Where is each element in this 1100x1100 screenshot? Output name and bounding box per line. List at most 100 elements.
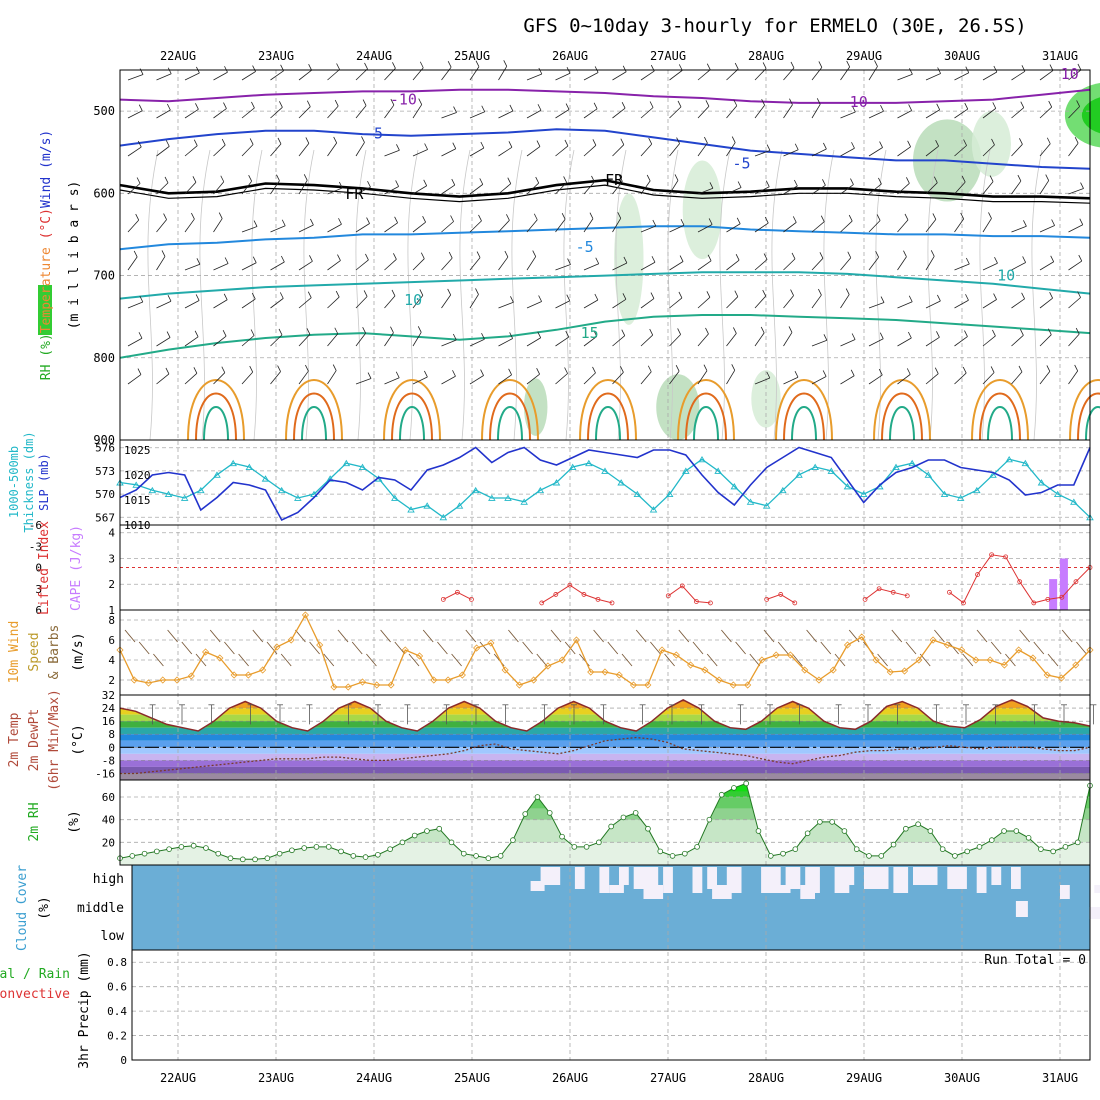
wind-barb-flag: [424, 370, 428, 378]
wind10-point: [629, 681, 638, 689]
wind-barb: [726, 333, 737, 347]
rh-point: [350, 853, 357, 859]
wind-barb: [640, 334, 653, 347]
wind10-barb: [252, 629, 264, 643]
wind-barb-flag: [390, 98, 395, 106]
wind-barb-flag: [423, 179, 428, 186]
wind-barb: [754, 150, 771, 157]
rh-point: [215, 850, 222, 857]
wind-barb-flag: [1078, 254, 1083, 262]
wind-barb-flag: [475, 60, 480, 67]
wind-barb-flag: [1076, 100, 1080, 107]
wind-barb-flag: [589, 212, 594, 219]
wind-barb: [298, 334, 311, 347]
wind10-point: [572, 636, 581, 644]
temp-band-10: [120, 760, 1090, 767]
date-top-2: 24AUG: [356, 49, 392, 63]
wind10-barb: [337, 629, 349, 643]
cape-label: CAPE (J/kg): [69, 525, 84, 611]
wind-barb-flag: [567, 258, 571, 265]
wind10-point: [729, 681, 737, 689]
wind-barb: [1011, 70, 1026, 81]
wind-barb: [726, 187, 742, 195]
thickness-point: [1070, 498, 1078, 505]
wind-barb-flag: [475, 288, 479, 295]
wind10-point: [244, 671, 252, 679]
wind-barb-flag: [166, 331, 171, 338]
wind-barb: [783, 332, 793, 347]
cloud-gap-mid-c: [1089, 907, 1100, 919]
wind-barb: [355, 332, 366, 347]
wind10-point: [701, 666, 709, 674]
cloud-gap-mid-4: [761, 885, 791, 893]
wind-barb-flag: [479, 178, 484, 185]
wind-barb-flag: [253, 220, 258, 227]
wind-barb-flag: [848, 214, 853, 222]
wind-barb-flag: [332, 364, 337, 371]
wind-barb-flag: [1077, 291, 1081, 298]
wind10-point: [216, 654, 224, 662]
wind-barb-flag: [248, 175, 252, 182]
wind-barb: [897, 219, 909, 233]
wind-barb: [897, 182, 910, 195]
wind-barb-flag: [393, 253, 397, 260]
panel-frame-rh: [119, 779, 1091, 866]
wind-barb-flag: [305, 137, 310, 144]
wind-barb-flag: [878, 368, 883, 376]
wind-barb-flag: [649, 328, 654, 336]
rh-contour-hint: [719, 149, 731, 441]
wind-barb-flag: [648, 137, 653, 145]
wind-barb: [1011, 225, 1027, 233]
date-top-4: 26AUG: [552, 49, 588, 63]
wind-barb: [669, 370, 680, 385]
li-point: [665, 593, 671, 599]
thickness-point: [1037, 479, 1046, 486]
wind-barb-flag: [420, 252, 425, 259]
li-line: [668, 585, 711, 604]
wind10-point: [130, 676, 138, 684]
lowlevel-contour: [1069, 379, 1100, 441]
wind-barb-flag: [762, 62, 767, 69]
wind-barb-flag: [937, 294, 941, 302]
wind-barb: [583, 372, 596, 385]
lowlevel-contour: [579, 379, 637, 441]
wind10-barb: [962, 653, 974, 667]
thickness-point: [908, 459, 916, 467]
rh-tick-40: 40: [102, 814, 115, 827]
wind-barb-flag: [763, 253, 768, 260]
wind-barb-flag: [904, 213, 909, 221]
li-point: [679, 583, 685, 589]
lowlevel-contour: [595, 406, 621, 441]
wind-barb: [982, 108, 997, 119]
thickness-point: [956, 494, 965, 501]
cloud-gap-mid-b: [1015, 901, 1028, 917]
wind-barb-flag: [963, 139, 967, 146]
wind-barb: [156, 337, 171, 347]
wind-barb: [213, 372, 226, 385]
wind-barb: [982, 372, 995, 385]
wind-barb: [726, 68, 739, 81]
wind-barb: [412, 104, 423, 119]
wind-barb-flag: [333, 136, 338, 144]
wind-barb-flag: [509, 332, 513, 339]
wind-barb: [441, 148, 456, 157]
rh-point: [239, 856, 246, 863]
wind-barb-flag: [791, 252, 796, 260]
wind-barb: [726, 142, 736, 157]
cloud-label: Cloud Cover: [15, 865, 30, 951]
wind-barb-flag: [223, 102, 227, 109]
wind-barb: [156, 300, 172, 309]
rh-point: [1074, 839, 1081, 846]
wind-barb: [526, 146, 541, 157]
wind-barb: [868, 338, 884, 347]
thickness-point: [552, 479, 561, 486]
wind-barb: [526, 219, 538, 233]
rh-point: [1062, 844, 1069, 850]
wind-barb-flag: [647, 365, 652, 372]
wind-barb: [469, 220, 482, 233]
wind-barb: [982, 181, 994, 195]
wind10-point: [330, 683, 338, 691]
wind-barb: [840, 294, 850, 309]
wind10-barb: [976, 629, 988, 643]
wind10-point: [159, 676, 167, 684]
